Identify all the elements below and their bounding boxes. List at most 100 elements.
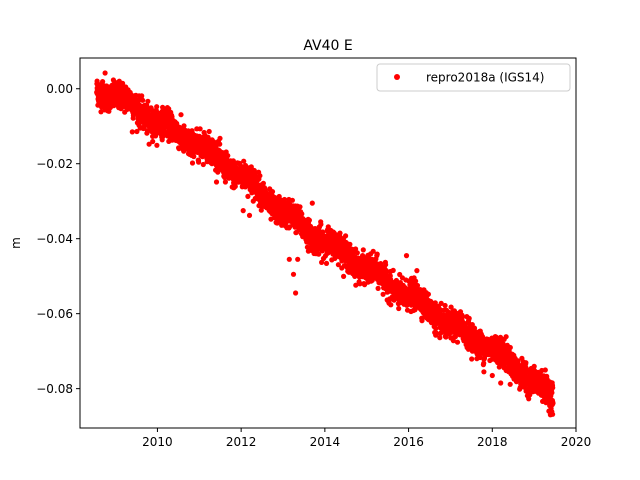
data-point [225,153,231,159]
data-point [526,396,532,402]
x-tick-label: 2010 [142,435,173,449]
data-point [414,282,421,289]
y-tick-label: 0.00 [46,82,73,96]
data-point [433,330,439,336]
y-tick-label: −0.08 [36,382,73,396]
data-point [134,128,140,135]
data-point [306,217,312,223]
data-point [289,197,295,203]
data-point [295,256,301,262]
scatter-layer [94,70,556,418]
legend: repro2018a (IGS14) [376,63,571,92]
data-point [145,98,151,104]
data-point [454,339,461,345]
data-point [388,302,394,308]
data-point [323,260,330,266]
data-point [269,189,276,195]
data-point [260,180,266,186]
data-point [354,250,360,256]
data-point [189,160,196,166]
data-point [245,193,251,199]
data-point [523,360,529,366]
data-point [414,268,420,274]
data-point [357,281,363,287]
data-point [374,251,380,257]
data-point [341,273,347,279]
data-point [396,305,402,312]
data-point [299,211,305,217]
data-point [481,360,487,366]
data-point [98,109,104,115]
data-point [433,325,439,331]
data-point [335,262,341,268]
data-point [139,93,145,99]
data-point [100,79,106,85]
data-point [515,358,521,364]
chart-title: AV40 E [303,38,352,54]
data-point [370,248,376,254]
data-point [146,141,152,147]
legend-box [376,63,571,92]
data-point [309,200,315,206]
data-point [246,212,253,218]
data-point [213,179,220,185]
data-point [503,334,509,340]
y-tick-label: −0.04 [36,232,73,246]
data-point [443,334,449,340]
data-point [380,291,386,297]
data-point [403,253,410,259]
y-axis-label: m [9,237,23,249]
data-point [200,161,206,168]
data-point [425,291,431,297]
legend-label: repro2018a (IGS14) [426,71,544,85]
data-point [222,179,228,185]
data-point [217,135,223,141]
data-point [498,380,504,386]
data-point [140,97,146,103]
data-point [360,247,366,253]
data-point [549,390,555,396]
data-point [297,204,303,210]
data-point [347,241,353,247]
data-point [375,285,381,291]
x-tick-label: 2016 [393,435,424,449]
data-point [459,314,465,320]
x-tick-label: 2014 [310,435,341,449]
data-point [442,302,448,309]
data-point [319,259,325,265]
data-point [343,233,349,239]
data-point [477,354,483,361]
x-tick-label: 2020 [561,435,592,449]
data-point [217,141,223,147]
data-point [102,70,108,76]
data-point [240,208,246,214]
data-point [154,142,160,148]
data-point [206,128,212,135]
data-point [129,129,135,135]
x-axis: 2010 2012 2014 2016 2018 2020 [142,428,591,449]
data-point [542,367,548,373]
data-point [290,271,297,277]
data-point [197,126,203,132]
legend-marker [394,74,400,80]
data-point [550,385,556,391]
data-point [383,262,389,268]
data-point [286,224,293,230]
data-point [316,251,322,257]
y-axis: 0.00 −0.02 −0.04 −0.06 −0.08 [36,82,80,396]
data-point [150,138,156,145]
data-point [550,400,556,406]
data-point [550,411,556,417]
plot-frame [79,57,577,429]
y-tick-label: −0.02 [36,157,73,171]
data-point [286,256,292,262]
data-point [438,300,444,306]
data-point [232,183,238,189]
data-point [350,250,356,256]
data-point [120,80,126,86]
data-point [507,344,513,351]
data-point [337,230,343,236]
data-point [469,356,475,362]
data-point [191,153,197,160]
